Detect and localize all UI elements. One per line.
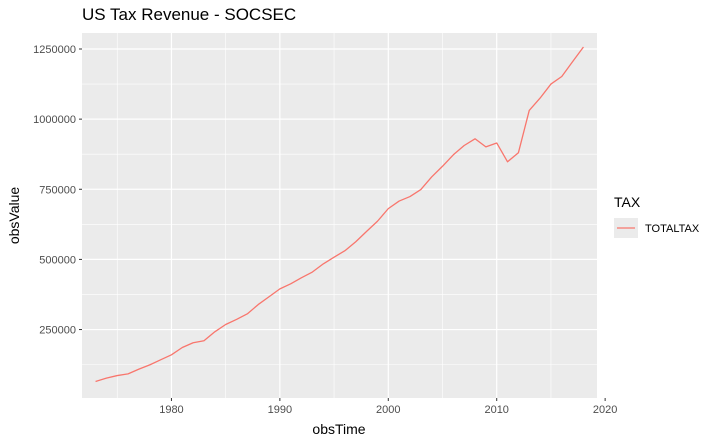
series-line-totaltax (95, 46, 584, 383)
x-tick-label: 2020 (593, 404, 617, 416)
y-tick-label: 750000 (39, 184, 76, 196)
minor-gridlines (82, 33, 597, 398)
legend-title: TAX (614, 194, 641, 210)
plot-panel (82, 33, 597, 398)
x-axis-title: obsTime (312, 421, 365, 437)
y-tick-label: 1000000 (33, 114, 76, 126)
x-tick-label: 2010 (484, 404, 508, 416)
legend-label-totaltax: TOTALTAX (645, 223, 700, 235)
legend: TAX TOTALTAX (614, 194, 700, 238)
x-axis-ticks: 1980 1990 2000 2010 2020 (159, 398, 617, 416)
chart-title: US Tax Revenue - SOCSEC (82, 5, 296, 24)
y-tick-label: 500000 (39, 254, 76, 266)
x-tick-label: 1990 (268, 404, 292, 416)
y-tick-label: 1250000 (33, 44, 76, 56)
x-tick-label: 2000 (376, 404, 400, 416)
series-layer (95, 46, 584, 383)
y-axis-title: obsValue (6, 187, 22, 245)
x-tick-label: 1980 (159, 404, 183, 416)
y-tick-label: 250000 (39, 325, 76, 337)
y-axis-ticks: 250000 500000 750000 1000000 1250000 (33, 44, 82, 337)
major-gridlines (82, 33, 606, 398)
